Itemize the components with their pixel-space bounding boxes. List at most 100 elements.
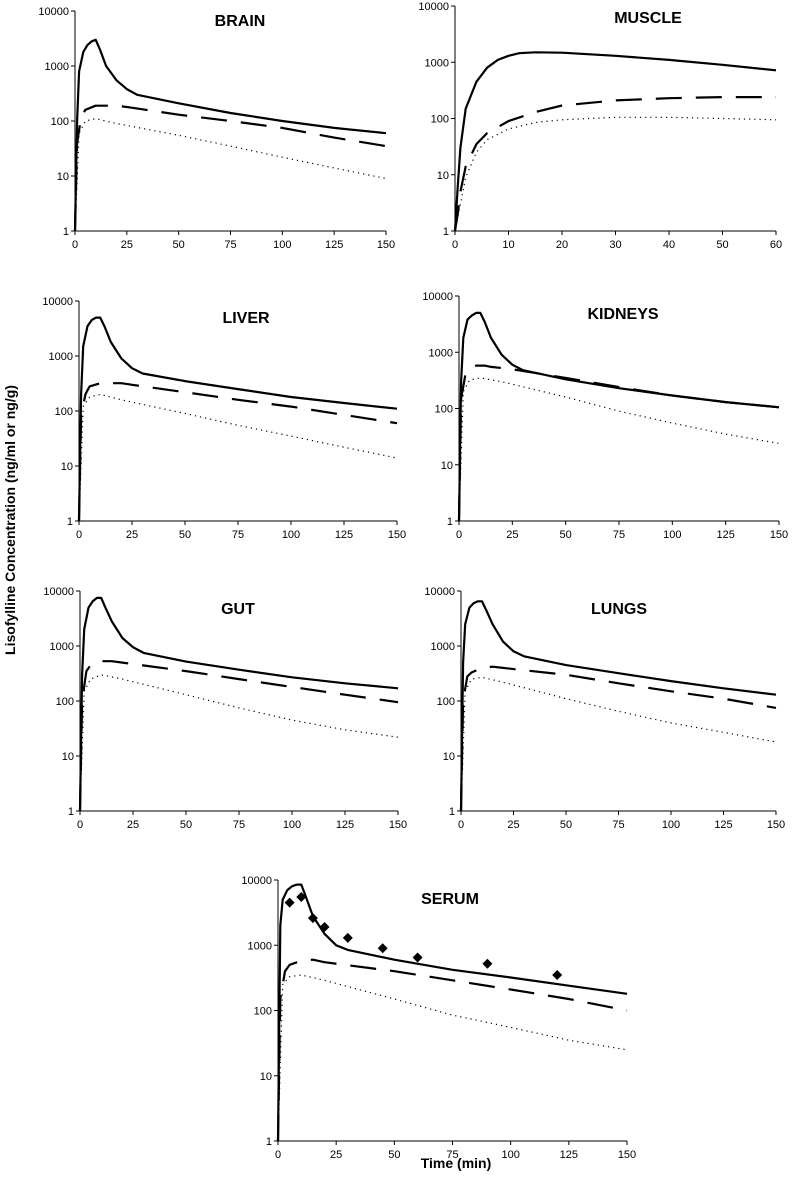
series-line-dashed	[459, 665, 777, 812]
x-tick-label: 50	[179, 529, 191, 541]
chart-title: KIDNEYS	[587, 306, 658, 323]
y-tick-label: 10	[437, 170, 449, 182]
data-point-marker	[482, 958, 493, 969]
x-tick-label: 125	[560, 1149, 578, 1161]
x-tick-label: 100	[663, 529, 681, 541]
chart-panel-gut: 1 10 100 1000 10000 0 25 50 75 100 125 150 GUT	[43, 586, 407, 831]
x-tick-label: 75	[613, 529, 625, 541]
y-tick-label: 10000	[38, 6, 69, 18]
x-tick-label: 0	[456, 529, 462, 541]
x-tick-label: 0	[76, 529, 82, 541]
y-tick-label: 1	[67, 516, 73, 528]
x-tick-label: 100	[662, 819, 680, 831]
y-tick-label: 1000	[425, 57, 449, 69]
chart-panel-serum: 1 10 100 1000 10000 0 25 50 75 100 125 150 SERUM	[241, 875, 636, 1161]
x-tick-label: 0	[72, 239, 78, 251]
y-tick-label: 100	[437, 696, 455, 708]
x-tick-label: 25	[127, 819, 139, 831]
x-tick-label: 75	[612, 819, 624, 831]
y-tick-label: 10000	[422, 291, 453, 303]
x-tick-label: 0	[275, 1149, 281, 1161]
chart-panel-muscle: 1 10 100 1000 10000 0 10 20 30 40 50 60 MUSCLE	[418, 1, 782, 251]
series-line-dotted	[277, 974, 628, 1142]
series-line-dashed	[78, 660, 399, 812]
chart-panel-kidneys: 1 10 100 1000 10000 0 25 50 75 100 125 150 KIDNEYS	[422, 291, 788, 541]
y-tick-label: 10	[62, 751, 74, 763]
x-tick-label: 60	[770, 239, 782, 251]
series-line-dashed	[453, 95, 776, 232]
x-tick-label: 125	[336, 819, 354, 831]
x-tick-label: 125	[714, 819, 732, 831]
series-line-solid	[459, 600, 777, 812]
x-tick-label: 125	[716, 529, 734, 541]
chart-title: GUT	[221, 601, 255, 618]
y-tick-label: 100	[254, 1006, 272, 1018]
y-tick-label: 1000	[248, 940, 272, 952]
series-line-solid	[73, 38, 387, 232]
series-line-solid	[78, 596, 399, 812]
data-point-marker	[319, 922, 330, 933]
y-tick-label: 1	[449, 806, 455, 818]
y-tick-label: 1000	[49, 351, 73, 363]
x-tick-label: 25	[507, 819, 519, 831]
chart-title: LUNGS	[591, 601, 647, 618]
x-tick-label: 75	[232, 529, 244, 541]
x-tick-label: 50	[180, 819, 192, 831]
series-line-dotted	[74, 118, 387, 232]
x-tick-label: 50	[716, 239, 728, 251]
y-tick-label: 100	[56, 696, 74, 708]
data-point-marker	[377, 943, 388, 954]
x-tick-label: 20	[556, 239, 568, 251]
data-point-marker	[284, 897, 295, 908]
series-line-solid	[453, 51, 777, 232]
y-tick-label: 10	[260, 1071, 272, 1083]
data-point-marker	[342, 932, 353, 943]
series-line-dotted	[454, 116, 777, 232]
x-tick-label: 0	[77, 819, 83, 831]
x-tick-label: 100	[282, 529, 300, 541]
x-tick-label: 75	[233, 819, 245, 831]
y-tick-label: 10000	[241, 875, 272, 887]
x-tick-label: 150	[389, 819, 407, 831]
series-line-solid	[457, 311, 780, 522]
y-tick-label: 10	[61, 461, 73, 473]
x-tick-label: 50	[173, 239, 185, 251]
x-tick-label: 125	[335, 529, 353, 541]
x-tick-label: 40	[663, 239, 675, 251]
series-line-dashed	[457, 364, 780, 522]
x-tick-label: 50	[560, 819, 572, 831]
chart-panel-liver: 1 10 100 1000 10000 0 25 50 75 100 125 150 LIVER	[42, 296, 406, 541]
y-tick-label: 10000	[424, 586, 455, 598]
x-tick-label: 25	[121, 239, 133, 251]
x-tick-label: 75	[224, 239, 236, 251]
y-tick-label: 10000	[42, 296, 73, 308]
y-tick-label: 1	[68, 806, 74, 818]
x-tick-label: 150	[377, 239, 395, 251]
data-point-marker	[412, 952, 423, 963]
data-point-marker	[296, 891, 307, 902]
series-line-dotted	[460, 676, 777, 812]
x-tick-label: 0	[458, 819, 464, 831]
chart-title: LIVER	[222, 310, 270, 327]
series-line-dashed	[73, 104, 387, 232]
data-point-marker	[307, 913, 318, 924]
x-tick-label: 50	[560, 529, 572, 541]
x-tick-label: 10	[502, 239, 514, 251]
y-tick-label: 10	[57, 171, 69, 183]
y-tick-label: 10	[441, 460, 453, 472]
x-tick-label: 150	[767, 819, 785, 831]
y-tick-label: 100	[431, 114, 449, 126]
y-tick-label: 1	[63, 226, 69, 238]
y-tick-label: 10	[443, 751, 455, 763]
series-line-dashed	[77, 382, 398, 522]
y-tick-label: 1000	[50, 641, 74, 653]
y-tick-label: 100	[55, 406, 73, 418]
series-line-dotted	[78, 393, 398, 522]
chart-title: BRAIN	[215, 13, 266, 30]
x-tick-label: 150	[770, 529, 788, 541]
x-tick-label: 25	[330, 1149, 342, 1161]
series-line-solid	[77, 316, 398, 522]
y-tick-label: 100	[435, 404, 453, 416]
y-tick-label: 1	[443, 226, 449, 238]
